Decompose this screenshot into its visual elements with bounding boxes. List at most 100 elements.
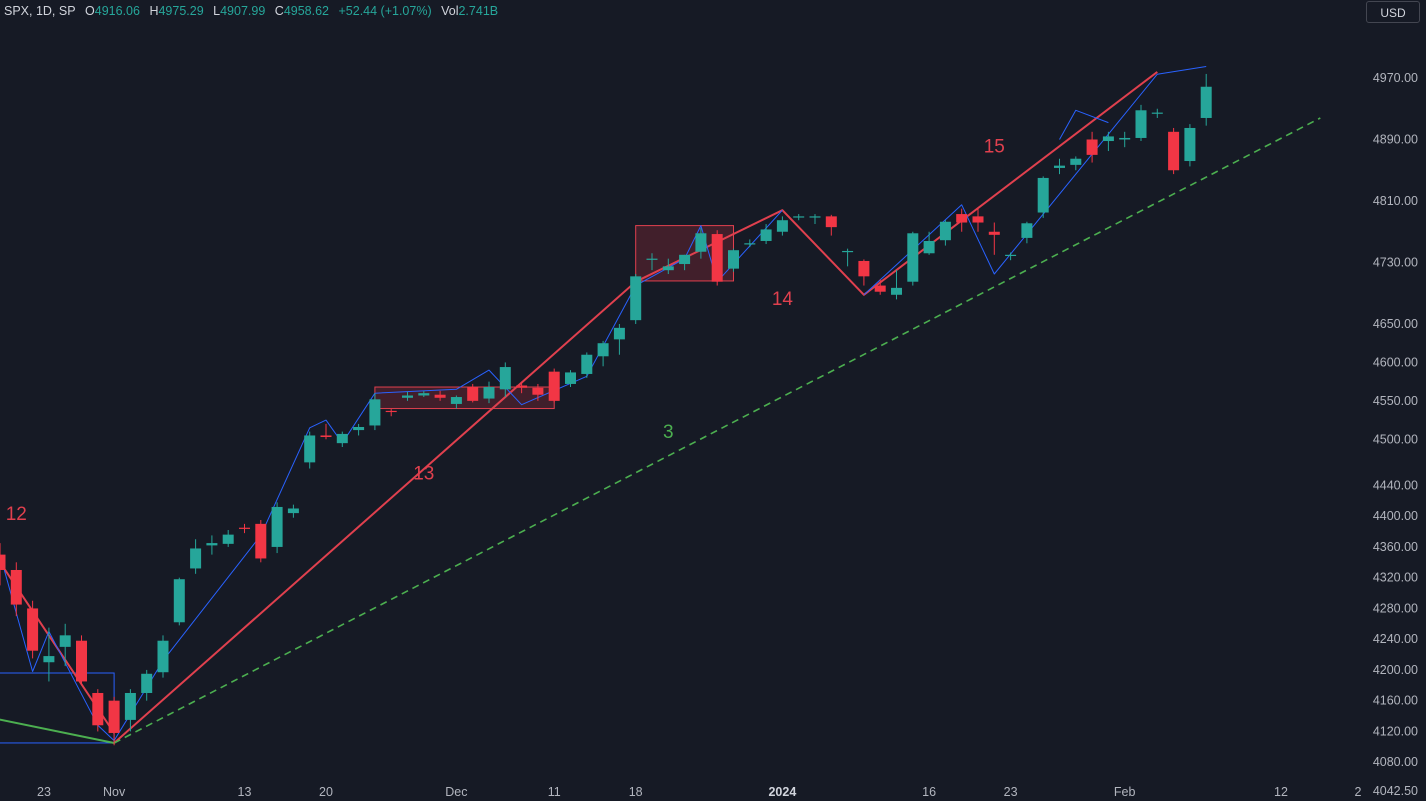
candle-down — [548, 371, 560, 401]
candle-down — [467, 387, 479, 401]
candle-up — [369, 399, 381, 426]
candle-up — [695, 233, 707, 252]
green-solid-trend-line — [0, 718, 115, 744]
candle-up — [43, 656, 55, 663]
wave-label: 3 — [663, 422, 674, 443]
candle-down — [1168, 131, 1180, 171]
open-label: O — [85, 4, 95, 18]
high-label: H — [149, 4, 159, 18]
candle-up — [760, 229, 772, 241]
blue-solid-trend-line — [1059, 109, 1109, 140]
time-tick-label: 2024 — [768, 785, 796, 799]
candle-down — [10, 569, 22, 605]
candle-up — [891, 287, 902, 295]
price-tick-label: 4500.00 — [1373, 432, 1418, 446]
price-tick-label: 4810.00 — [1373, 194, 1418, 208]
candle-down — [108, 700, 120, 733]
volume-label: Vol — [441, 4, 459, 18]
candle-up — [418, 393, 430, 396]
symbol-label: SPX, 1D, SP — [4, 4, 76, 18]
candle-up — [402, 395, 413, 398]
close-value: 4958.62 — [283, 4, 329, 18]
change-value: +52.44 (+1.07%) — [338, 4, 432, 18]
volume-value: 2.741B — [458, 4, 499, 18]
time-tick-label: 12 — [1274, 785, 1288, 799]
pattern-boxes — [0, 225, 735, 744]
candle-down — [320, 435, 332, 437]
price-tick-label: 4970.00 — [1373, 71, 1418, 85]
candle-up — [1005, 254, 1017, 257]
candle-down — [858, 260, 870, 277]
price-axis[interactable]: 4970.00 4890.00 4810.00 4730.00 4650.00 4600.… — [1373, 71, 1418, 798]
candle-up — [1070, 158, 1082, 165]
price-tick-label: 4080.00 — [1373, 755, 1418, 769]
candle-up — [271, 506, 283, 547]
candle-up — [630, 276, 642, 321]
price-tick-label: 4042.50 — [1373, 784, 1418, 798]
candle-up — [1135, 110, 1147, 138]
candle-down — [255, 523, 267, 559]
trend-lines — [0, 66, 1321, 744]
candle-down — [0, 554, 6, 570]
candle-up — [1037, 177, 1049, 213]
candle-down — [825, 216, 837, 228]
time-tick-label: Feb — [1114, 785, 1136, 799]
price-tick-label: 4280.00 — [1373, 601, 1418, 615]
price-tick-label: 4320.00 — [1373, 571, 1418, 585]
price-tick-label: 4550.00 — [1373, 394, 1418, 408]
wave-label: 15 — [984, 137, 1005, 158]
price-tick-label: 4730.00 — [1373, 255, 1418, 269]
candle-up — [59, 635, 71, 647]
candle-down — [532, 387, 544, 395]
candle-up — [776, 220, 788, 232]
low-value: 4907.99 — [220, 4, 266, 18]
price-tick-label: 4600.00 — [1373, 355, 1418, 369]
time-tick-label: 16 — [922, 785, 936, 799]
candle-up — [809, 216, 821, 218]
price-tick-label: 4440.00 — [1373, 478, 1418, 492]
time-tick-label: 13 — [238, 785, 252, 799]
candle-down — [956, 214, 968, 223]
candle-up — [336, 433, 348, 444]
candle-up — [353, 427, 365, 431]
candle-up — [173, 579, 185, 623]
currency-button[interactable]: USD — [1366, 1, 1420, 23]
candle-down — [874, 285, 886, 292]
candle-down — [385, 410, 397, 413]
candle-down — [27, 608, 39, 651]
time-axis[interactable]: 23 Nov 13 20 Dec 11 18 2024 16 23 Feb 12 2 — [37, 785, 1361, 799]
price-tick-label: 4240.00 — [1373, 632, 1418, 646]
candle-up — [1021, 223, 1033, 238]
close-label: C — [274, 4, 284, 18]
candle-up — [124, 692, 136, 720]
time-tick-label: 18 — [629, 785, 643, 799]
candle-up — [1184, 127, 1196, 162]
candle-down — [92, 692, 104, 726]
candle-down — [434, 394, 446, 398]
candle-up — [287, 508, 299, 514]
candle-down — [76, 640, 87, 682]
candle-up — [679, 254, 691, 265]
wave-label: 14 — [772, 289, 794, 310]
red-solid-trend-line — [113, 71, 1158, 744]
price-tick-label: 4360.00 — [1373, 540, 1418, 554]
candle-down — [1086, 139, 1098, 155]
candle-down — [972, 216, 984, 223]
candle-up — [646, 258, 658, 260]
candle-up — [728, 250, 739, 269]
candle-up — [923, 240, 935, 254]
candle-up — [1119, 137, 1131, 140]
candle-up — [1200, 86, 1212, 118]
candle-up — [565, 372, 576, 384]
blue-solid-trend-line — [374, 209, 783, 406]
ohlc-legend: SPX, 1D, SP O4916.06 H4975.29 L4907.99 C… — [4, 4, 504, 18]
candle-up — [581, 354, 593, 374]
red-pattern-box — [374, 386, 555, 410]
candle-up — [613, 327, 625, 340]
green-dashed-trend-line — [113, 117, 1321, 744]
candle-down — [988, 231, 1000, 235]
candle-up — [597, 343, 609, 357]
candle-up — [157, 640, 169, 673]
candle-up — [141, 673, 153, 693]
